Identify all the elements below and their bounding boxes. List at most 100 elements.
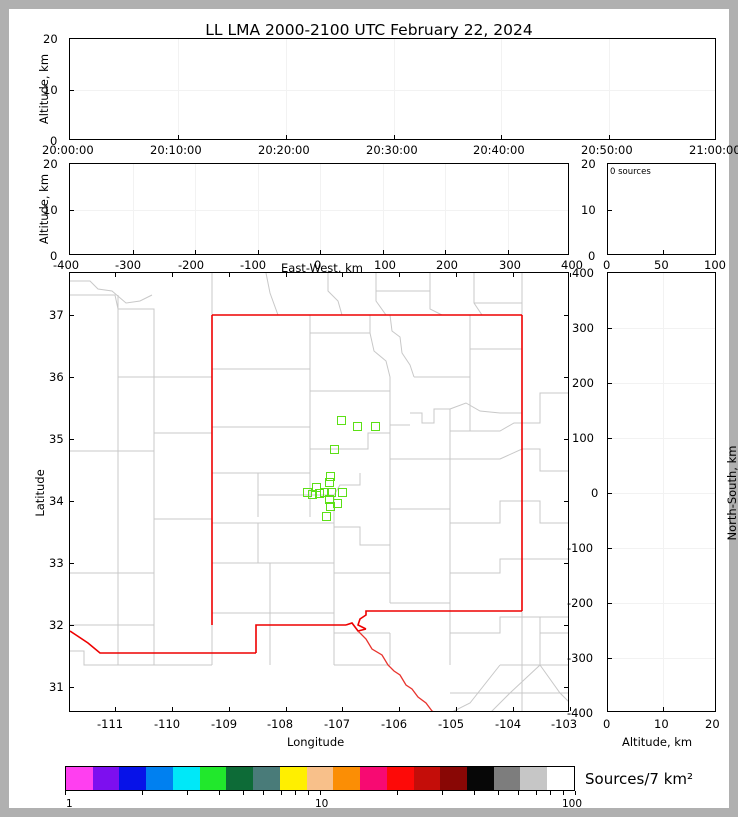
colorbar-minor-tick xyxy=(473,791,475,795)
ax4-xtick-5: -106 xyxy=(381,717,408,731)
colorbar-minor-tick xyxy=(441,791,443,795)
ax4-ytick-37: 37 xyxy=(49,308,64,322)
ax1-xtick-5: 20:50:00 xyxy=(581,143,633,157)
colorbar-minor-tick xyxy=(550,791,552,795)
ax4-xtick-7: -104 xyxy=(495,717,522,731)
figure-canvas: LL LMA 2000-2100 UTC February 22, 2024 2… xyxy=(9,9,738,810)
colorbar-swatch xyxy=(520,767,548,790)
ax4-ytick-36: 36 xyxy=(49,370,64,384)
ax5-ytick-0: 0 xyxy=(591,486,599,500)
ax4-ytick-34: 34 xyxy=(49,494,64,508)
colorbar-minor-tick xyxy=(295,791,297,795)
ax1-xtick-4: 20:40:00 xyxy=(473,143,525,157)
colorbar-swatch xyxy=(360,767,387,790)
ax2-xtick-6: 200 xyxy=(436,258,458,272)
ax4-xtick-6: -105 xyxy=(438,717,465,731)
ax3-ytick-10: 10 xyxy=(581,203,596,217)
ax3-xtick-2: 100 xyxy=(704,258,726,272)
colorbar-minor-tick xyxy=(65,791,66,795)
ax5-ytick-m400: -400 xyxy=(567,706,594,720)
ax4-xtick-3: -108 xyxy=(267,717,294,731)
panel-time-height[interactable] xyxy=(69,38,716,140)
ax4-xtick-2: -109 xyxy=(211,717,238,731)
ax5-xtick-10: 10 xyxy=(654,717,669,731)
ax3-ytick-20: 20 xyxy=(581,157,596,171)
map-source-marker xyxy=(327,488,336,498)
colorbar-swatch xyxy=(253,767,280,790)
ax2-xtick-0: -400 xyxy=(53,258,80,272)
colorbar-tick-max: 100 xyxy=(562,798,583,810)
colorbar-minor-tick xyxy=(498,791,500,795)
colorbar-minor-tick xyxy=(396,791,398,795)
colorbar-minor-tick xyxy=(218,791,220,795)
colorbar-swatch xyxy=(413,767,441,790)
ax5-ytick-100: 100 xyxy=(572,431,594,445)
map-source-marker xyxy=(320,488,330,498)
ax3-xtick-1: 50 xyxy=(654,258,669,272)
ax2-xtick-8: 400 xyxy=(561,258,583,272)
ax4-ytick-31: 31 xyxy=(49,680,64,694)
colorbar-swatch xyxy=(493,767,521,790)
panel-height-north-south[interactable] xyxy=(607,272,716,712)
ax5-ytick-m300: -300 xyxy=(567,651,594,665)
ax2-ylabel: Altitude, km xyxy=(37,173,51,245)
colorbar-swatch xyxy=(92,767,120,790)
map-source-marker xyxy=(325,501,335,511)
colorbar-ticks xyxy=(65,791,576,797)
ax1-ytick-0: 0 xyxy=(50,134,58,148)
ax4-xtick-1: -110 xyxy=(154,717,181,731)
colorbar-swatch xyxy=(146,767,173,790)
map-source-marker xyxy=(332,498,342,508)
ax1-xtick-2: 20:20:00 xyxy=(258,143,310,157)
ax5-ytick-m200: -200 xyxy=(567,596,594,610)
ax2-xtick-3: -100 xyxy=(240,258,267,272)
map-source-markers xyxy=(69,272,569,712)
colorbar-minor-tick xyxy=(320,791,321,795)
ax1-ylabel: Altitude, km xyxy=(37,53,51,125)
ax4-xtick-8: -103 xyxy=(551,717,578,731)
ax3-xtick-0: 0 xyxy=(603,258,611,272)
map-source-marker xyxy=(324,477,334,487)
ax5-ytick-400: 400 xyxy=(572,266,594,280)
map-source-marker xyxy=(303,487,313,497)
colorbar-swatch xyxy=(547,767,574,790)
colorbar-minor-tick xyxy=(263,791,265,795)
ax2-xtick-7: 300 xyxy=(499,258,521,272)
ax2-xtick-5: 100 xyxy=(374,258,396,272)
map-source-marker xyxy=(314,488,324,498)
colorbar-minor-tick xyxy=(575,791,576,795)
ax4-ytick-35: 35 xyxy=(49,432,64,446)
ax3-ytick-0: 0 xyxy=(588,249,596,263)
ax5-xlabel: Altitude, km xyxy=(622,735,693,749)
ax5-ytick-300: 300 xyxy=(572,321,594,335)
histogram-source-count: 0 sources xyxy=(610,167,651,177)
colorbar-minor-tick xyxy=(243,791,245,795)
panel-altitude-histogram[interactable]: 0 sources xyxy=(607,163,716,255)
ax2-xtick-4: 0 xyxy=(314,258,322,272)
ax4-ylabel: Latitude xyxy=(33,469,47,517)
ax1-ytick-20: 20 xyxy=(43,32,58,46)
colorbar-swatch xyxy=(440,767,468,790)
colorbar-minor-tick xyxy=(308,791,310,795)
colorbar-swatch xyxy=(386,767,414,790)
colorbar-minor-tick xyxy=(518,791,520,795)
colorbar-swatch xyxy=(66,767,93,790)
colorbar-minor-tick xyxy=(563,791,565,795)
ax1-xtick-0: 20:00:00 xyxy=(42,143,94,157)
map-source-marker xyxy=(322,511,332,521)
ax4-xtick-4: -107 xyxy=(324,717,351,731)
figure-title: LL LMA 2000-2100 UTC February 22, 2024 xyxy=(205,21,533,39)
ax2-ytick-10: 10 xyxy=(43,203,58,217)
map-source-marker xyxy=(353,421,363,431)
colorbar-tick-min: 1 xyxy=(66,798,73,810)
ax4-ytick-32: 32 xyxy=(49,618,64,632)
map-source-marker xyxy=(329,444,339,454)
colorbar[interactable] xyxy=(65,766,575,791)
colorbar-minor-tick xyxy=(186,791,188,795)
ax2-xtick-1: -300 xyxy=(115,258,142,272)
panel-east-west-height[interactable] xyxy=(69,163,569,255)
ax5-ytick-m100: -100 xyxy=(567,541,594,555)
colorbar-minor-tick xyxy=(535,791,537,795)
map-source-marker xyxy=(307,490,317,500)
colorbar-swatch xyxy=(199,767,227,790)
